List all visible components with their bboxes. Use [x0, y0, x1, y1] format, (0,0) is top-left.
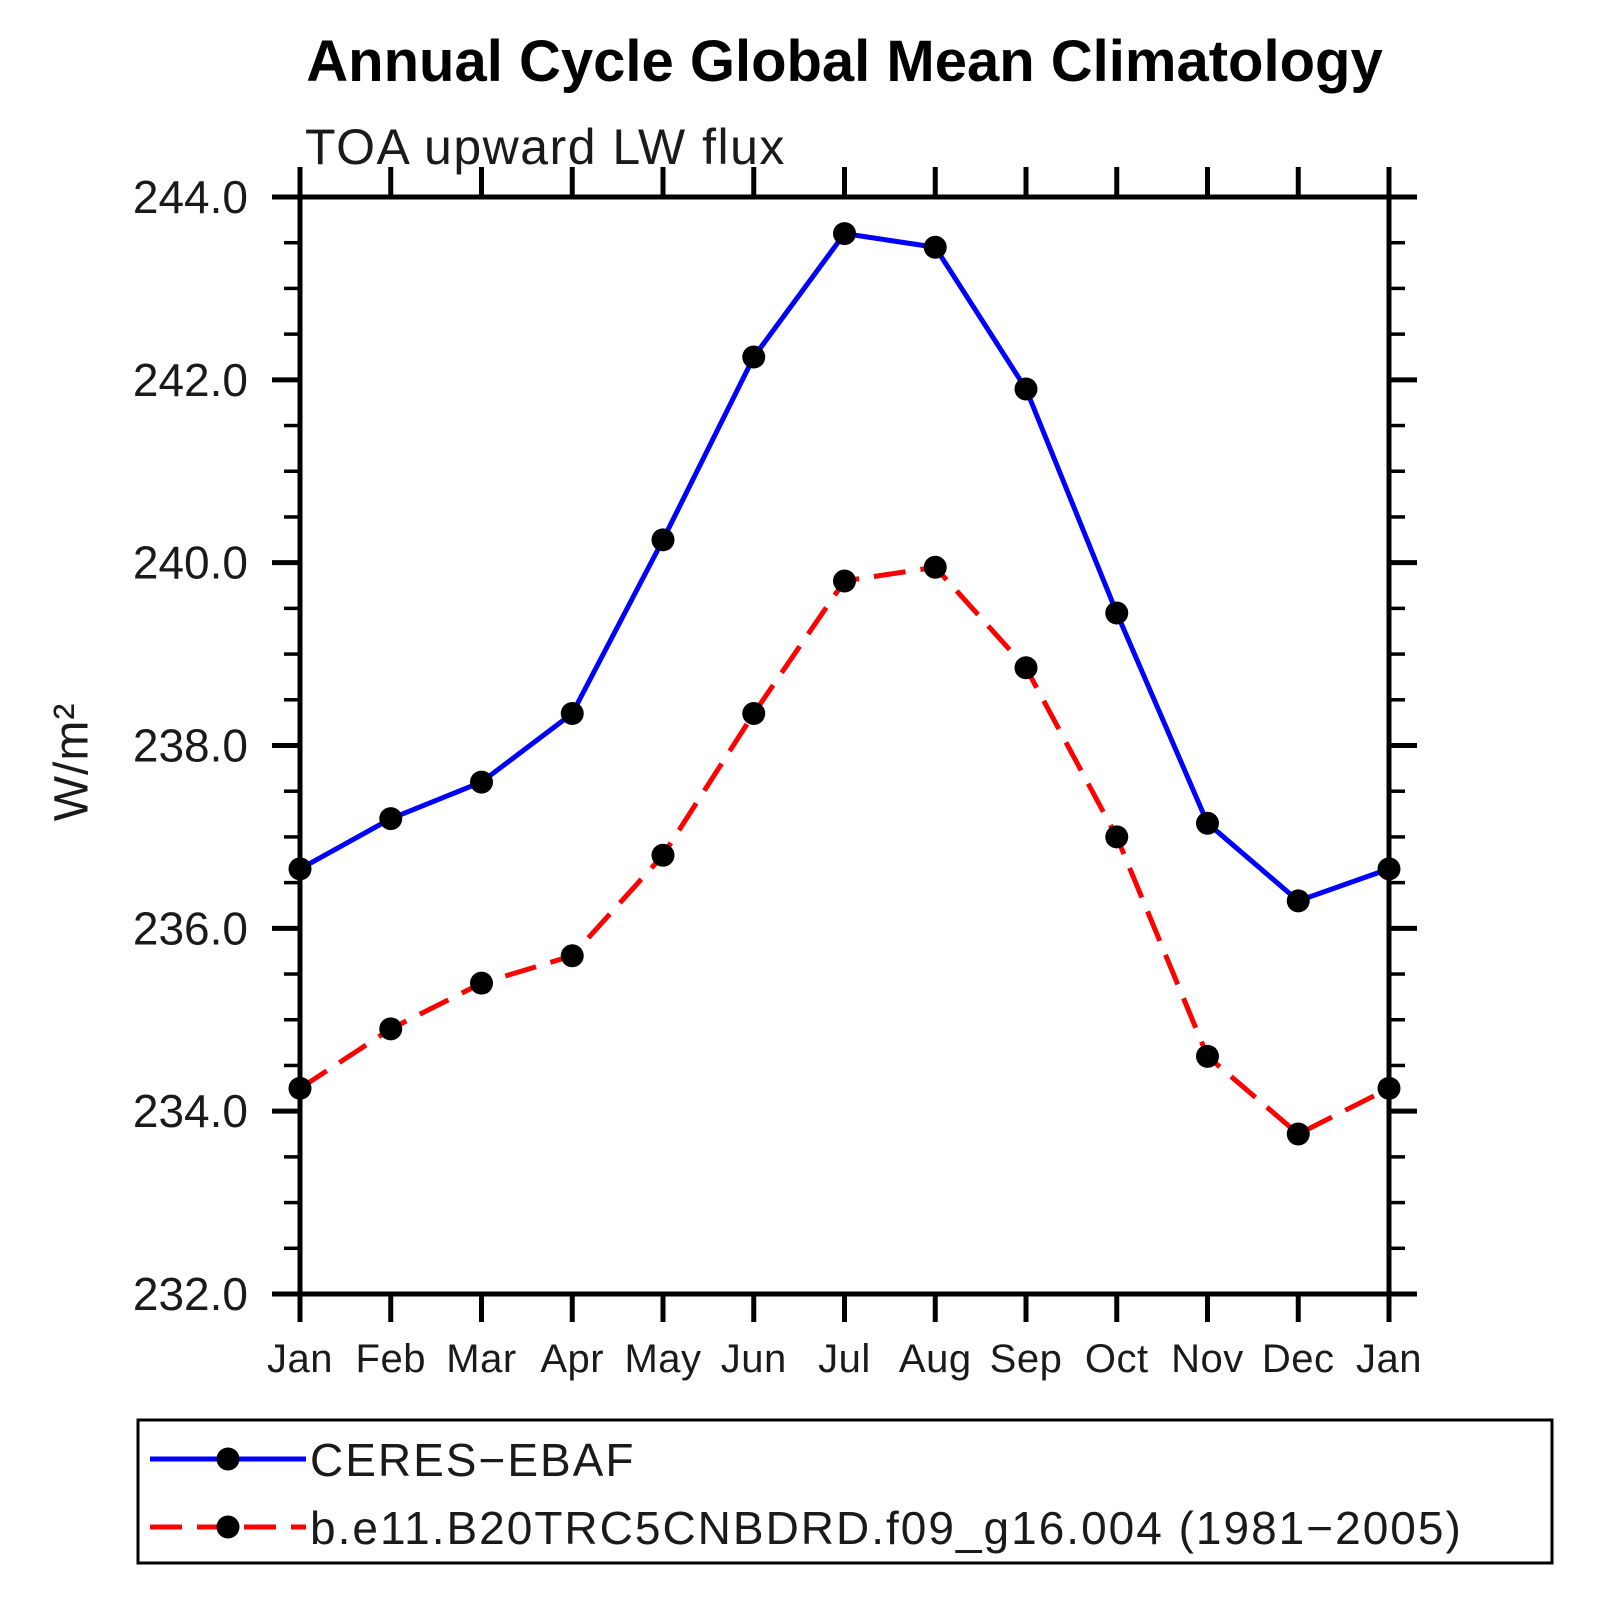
y-axis-tick-label: 236.0 [133, 902, 248, 954]
legend-label: CERES−EBAF [310, 1434, 636, 1486]
data-point [1196, 811, 1219, 835]
y-axis-tick-label: 242.0 [133, 354, 248, 406]
x-axis-tick-label: Jul [818, 1337, 871, 1381]
data-point [1014, 656, 1038, 680]
x-axis-tick-label: Dec [1262, 1337, 1335, 1381]
y-axis-tick-label: 234.0 [133, 1085, 248, 1137]
legend-marker [216, 1515, 240, 1539]
data-point [1196, 1044, 1219, 1068]
x-axis-tick-label: Aug [899, 1337, 972, 1381]
legend-marker [216, 1447, 240, 1471]
series-line-0 [298, 231, 1390, 904]
series-line-1 [298, 564, 1391, 1137]
data-point [1105, 825, 1129, 849]
x-axis-tick-label: May [624, 1337, 701, 1381]
legend-label: b.e11.B20TRC5CNBDRD.f09_g16.004 (1981−20… [310, 1502, 1463, 1554]
data-point [379, 1017, 403, 1041]
y-axis-tick-label: 240.0 [133, 537, 248, 589]
data-point [833, 222, 856, 246]
data-point [470, 971, 493, 995]
data-point [651, 528, 675, 552]
data-point [833, 569, 856, 593]
data-point [560, 944, 584, 968]
data-point [1377, 1076, 1401, 1100]
chart-subtitle: TOA upward LW flux [305, 119, 786, 175]
data-point [379, 807, 403, 831]
data-point [923, 555, 947, 579]
x-axis-tick-label: Nov [1171, 1337, 1244, 1381]
x-axis-tick-label: Jun [721, 1337, 787, 1381]
data-point [923, 235, 947, 259]
x-axis-tick-label: Feb [356, 1337, 426, 1381]
y-axis-label: W/m² [45, 702, 99, 822]
y-axis-tick-label: 238.0 [133, 720, 248, 772]
x-axis-tick-label: Apr [540, 1337, 604, 1381]
data-point [1286, 1122, 1310, 1146]
data-point [1286, 889, 1310, 913]
legend-box [136, 1418, 1554, 1565]
data-point [651, 843, 675, 867]
x-axis-tick-label: Oct [1085, 1337, 1149, 1381]
y-axis-tick-label: 232.0 [133, 1268, 248, 1320]
data-point [1105, 601, 1129, 625]
plot-box [297, 194, 1392, 1297]
data-point [1014, 377, 1038, 401]
data-point [288, 1076, 312, 1100]
data-point [470, 770, 493, 794]
data-point [742, 345, 766, 369]
x-axis-tick-label: Mar [446, 1337, 516, 1381]
data-point [560, 702, 584, 726]
x-axis-tick-label: Sep [990, 1337, 1063, 1381]
x-axis-tick-label: Jan [1356, 1337, 1422, 1381]
data-point [742, 702, 766, 726]
data-point [1377, 857, 1401, 881]
y-axis-tick-label: 244.0 [133, 171, 248, 223]
data-point [288, 857, 312, 881]
x-axis-tick-label: Jan [267, 1337, 333, 1381]
chart-title: Annual Cycle Global Mean Climatology [306, 29, 1383, 94]
